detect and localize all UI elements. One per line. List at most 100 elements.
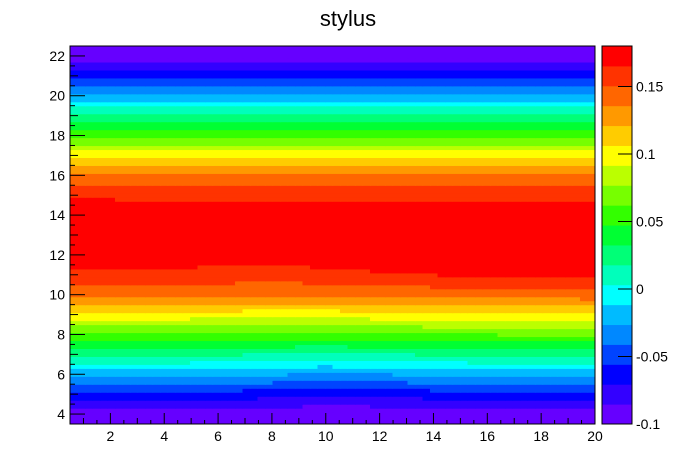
heatmap-cell	[460, 396, 469, 401]
heatmap-cell	[475, 296, 484, 302]
heatmap-cell	[535, 308, 544, 314]
heatmap-cell	[505, 380, 514, 385]
heatmap-cell	[452, 328, 461, 334]
heatmap-cell	[227, 316, 236, 322]
heatmap-cell	[242, 173, 251, 178]
heatmap-cell	[422, 236, 431, 242]
heatmap-cell	[310, 372, 319, 377]
heatmap-cell	[400, 153, 409, 159]
heatmap-cell	[572, 264, 581, 270]
heatmap-cell	[370, 225, 379, 230]
heatmap-cell	[130, 189, 139, 194]
heatmap-cell	[175, 420, 184, 424]
heatmap-cell	[445, 260, 454, 266]
heatmap-cell	[302, 288, 311, 294]
heatmap-cell	[220, 185, 229, 190]
heatmap-cell	[227, 320, 236, 326]
heatmap-cell	[392, 229, 401, 234]
heatmap-cell	[265, 352, 274, 357]
heatmap-cell	[227, 217, 236, 222]
heatmap-cell	[370, 388, 379, 393]
heatmap-cell	[295, 272, 304, 278]
heatmap-cell	[70, 161, 79, 166]
heatmap-cell	[482, 185, 491, 190]
heatmap-cell	[415, 392, 424, 397]
heatmap-cell	[482, 296, 491, 302]
heatmap-cell	[392, 404, 401, 409]
heatmap-cell	[430, 284, 439, 290]
heatmap-cell	[505, 388, 514, 393]
heatmap-cell	[482, 396, 491, 401]
heatmap-cell	[445, 344, 454, 349]
heatmap-cell	[235, 149, 244, 155]
heatmap-cell	[115, 145, 124, 151]
heatmap-cell	[115, 320, 124, 326]
heatmap-cell	[272, 260, 281, 266]
heatmap-cell	[197, 304, 206, 310]
heatmap-cell	[392, 268, 401, 274]
heatmap-cell	[527, 332, 536, 338]
heatmap-cell	[467, 189, 476, 194]
heatmap-cell	[370, 181, 379, 186]
heatmap-cell	[122, 392, 131, 397]
heatmap-cell	[437, 380, 446, 385]
heatmap-cell	[580, 157, 589, 162]
heatmap-cell	[542, 328, 551, 334]
heatmap-cell	[182, 181, 191, 186]
heatmap-cell	[497, 193, 506, 198]
heatmap-cell	[182, 416, 191, 421]
heatmap-cell	[520, 292, 529, 298]
heatmap-cell	[190, 221, 199, 226]
heatmap-cell	[392, 376, 401, 381]
heatmap-cell	[332, 193, 341, 198]
heatmap-cell	[557, 185, 566, 190]
heatmap-cell	[445, 193, 454, 198]
heatmap-cell	[460, 388, 469, 393]
heatmap-cell	[355, 252, 364, 258]
heatmap-cell	[317, 332, 326, 338]
heatmap-cell	[115, 308, 124, 314]
heatmap-cell	[92, 288, 101, 294]
heatmap-cell	[205, 201, 214, 206]
heatmap-cell	[295, 157, 304, 162]
heatmap-cell	[505, 332, 514, 338]
heatmap-cell	[497, 324, 506, 330]
heatmap-cell	[415, 340, 424, 346]
heatmap-cell	[242, 137, 251, 143]
heatmap-cell	[445, 225, 454, 230]
heatmap-cell	[190, 400, 199, 405]
heatmap-cell	[145, 308, 154, 314]
heatmap-cell	[542, 376, 551, 381]
heatmap-cell	[490, 213, 499, 218]
heatmap-cell	[557, 296, 566, 302]
heatmap-cell	[115, 173, 124, 178]
heatmap-cell	[437, 236, 446, 242]
heatmap-cell	[422, 308, 431, 314]
heatmap-cell	[437, 408, 446, 413]
heatmap-cell	[370, 356, 379, 361]
heatmap-cell	[77, 312, 86, 318]
heatmap-cell	[145, 356, 154, 361]
heatmap-cell	[535, 256, 544, 262]
heatmap-cell	[77, 153, 86, 159]
heatmap-cell	[437, 332, 446, 338]
heatmap-cell	[130, 384, 139, 389]
heatmap-cell	[370, 400, 379, 405]
heatmap-cell	[77, 149, 86, 155]
heatmap-cell	[137, 356, 146, 361]
heatmap-cell	[505, 157, 514, 162]
heatmap-cell	[152, 173, 161, 178]
heatmap-cell	[392, 145, 401, 151]
heatmap-cell	[347, 221, 356, 226]
heatmap-cell	[445, 416, 454, 421]
heatmap-cell	[490, 308, 499, 314]
heatmap-cell	[92, 376, 101, 381]
heatmap-cell	[295, 240, 304, 246]
heatmap-cell	[392, 205, 401, 210]
heatmap-cell	[550, 240, 559, 246]
heatmap-cell	[482, 360, 491, 365]
heatmap-cell	[265, 221, 274, 226]
heatmap-cell	[572, 169, 581, 174]
heatmap-cell	[295, 185, 304, 190]
heatmap-cell	[70, 344, 79, 349]
